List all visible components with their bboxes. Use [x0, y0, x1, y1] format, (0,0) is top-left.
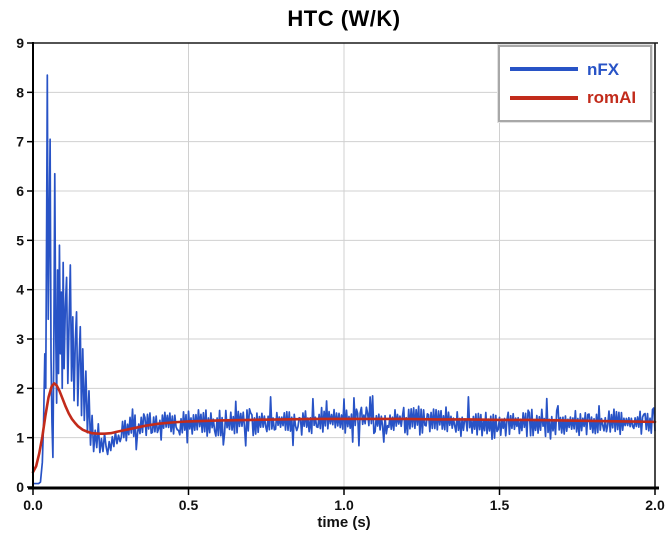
y-tick-label: 2 — [16, 380, 24, 396]
x-tick-label: 0.0 — [23, 497, 43, 513]
chart-title: HTC (W/K) — [287, 6, 401, 31]
y-tick-label: 0 — [16, 479, 24, 495]
y-tick-label: 7 — [16, 134, 24, 150]
nfx-line-sample — [510, 67, 578, 72]
x-tick-label: 2.0 — [645, 497, 665, 513]
legend-entry-nfx: nFX — [510, 61, 640, 78]
x-tick-label: 0.5 — [179, 497, 199, 513]
y-tick-label: 9 — [16, 35, 24, 51]
y-tick-label: 6 — [16, 183, 24, 199]
y-tick-label: 3 — [16, 331, 24, 347]
x-axis-label: time (s) — [317, 514, 371, 531]
y-tick-label: 4 — [16, 282, 24, 298]
y-tick-label: 1 — [16, 430, 24, 446]
legend: nFX romAI — [498, 45, 652, 122]
x-tick-label: 1.5 — [490, 497, 510, 513]
y-tick-label: 5 — [16, 232, 24, 248]
legend-entry-romai: romAI — [510, 89, 640, 106]
nfx-label: nFX — [587, 59, 620, 79]
romai-series-line — [31, 382, 657, 474]
y-tick-label: 8 — [16, 84, 24, 100]
x-tick-label: 1.0 — [334, 497, 354, 513]
romai-label: romAI — [587, 88, 637, 108]
romai-line-sample — [510, 95, 578, 100]
